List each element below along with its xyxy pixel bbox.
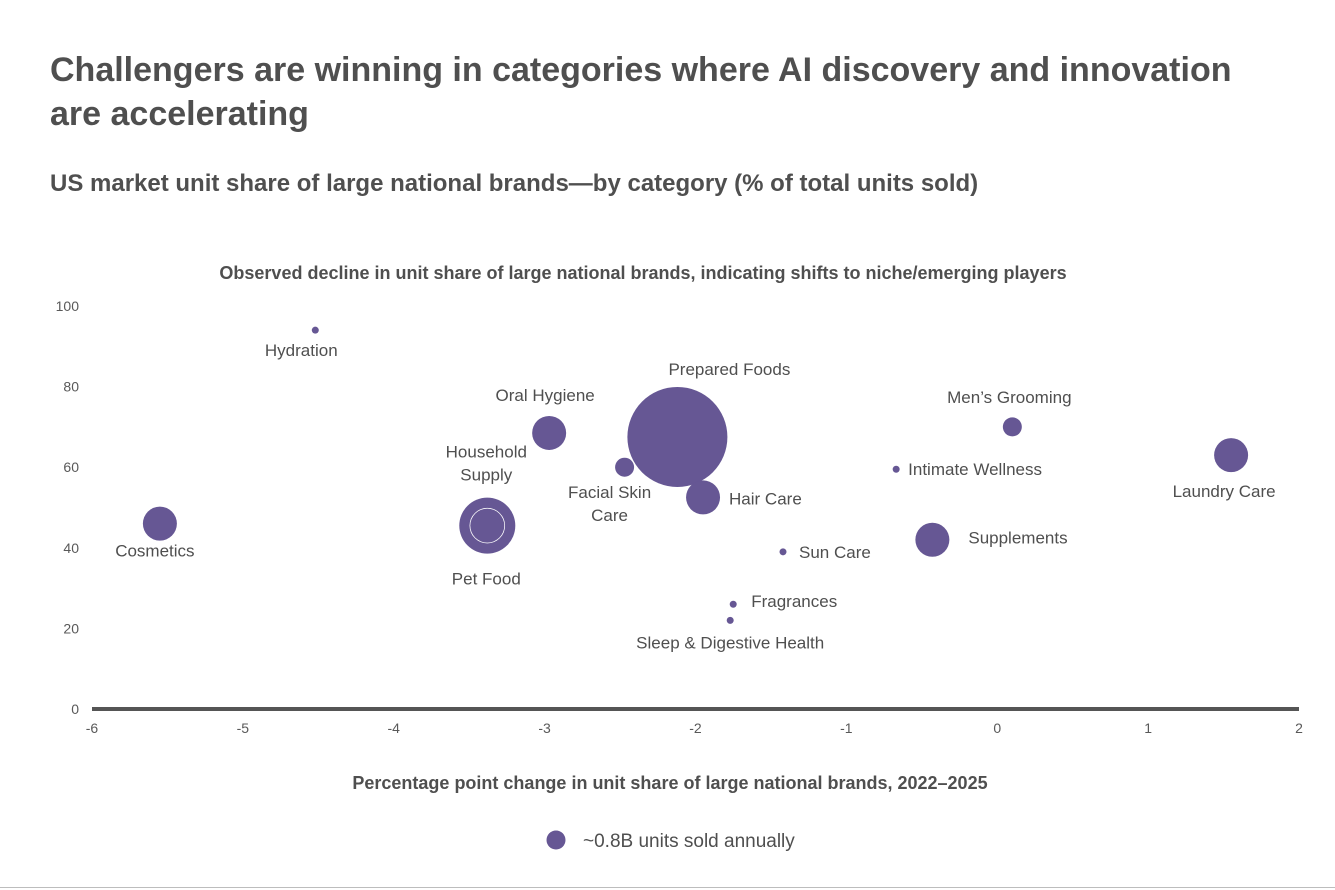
x-tick-label: 1 <box>1144 720 1152 736</box>
bubble-hair-care <box>686 480 721 515</box>
y-tick-label: 40 <box>63 540 79 556</box>
bubble-pet-food <box>470 508 505 543</box>
x-tick-label: -2 <box>689 720 702 736</box>
bubble-facial-skin-care <box>615 457 635 477</box>
bubble-fragrances <box>729 600 737 608</box>
bubble-supplements <box>915 522 950 557</box>
x-tick-label: 2 <box>1295 720 1303 736</box>
x-axis-label: Percentage point change in unit share of… <box>352 773 987 793</box>
bubble-sun-care <box>779 548 787 556</box>
bubble-label-oral-hygiene: Oral Hygiene <box>496 386 595 405</box>
legend-bubble-icon <box>546 830 566 850</box>
bubble-label-hair-care: Hair Care <box>729 489 802 508</box>
bubble-label-sleep-digestive-health: Sleep & Digestive Health <box>636 633 824 652</box>
chart-title: Observed decline in unit share of large … <box>219 263 1066 283</box>
bubble-prepared-foods <box>627 386 728 487</box>
x-tick-label: -3 <box>538 720 551 736</box>
page-title: Challengers are winning in categories wh… <box>50 51 1232 133</box>
legend-label: ~0.8B units sold annually <box>583 831 795 852</box>
bubble-label-men-s-grooming: Men’s Grooming <box>947 388 1071 407</box>
bottom-divider <box>0 887 1335 888</box>
bubble-intimate-wellness <box>892 465 900 473</box>
bubble-label-supplements: Supplements <box>968 529 1067 548</box>
bubble-men-s-grooming <box>1002 417 1022 437</box>
bubble-label-laundry-care: Laundry Care <box>1173 482 1276 501</box>
bubble-hydration <box>311 326 319 334</box>
x-tick-label: 0 <box>993 720 1001 736</box>
x-tick-label: -6 <box>86 720 99 736</box>
bubble-label-fragrances: Fragrances <box>751 592 837 611</box>
bubble-label-prepared-foods: Prepared Foods <box>668 360 790 379</box>
y-tick-label: 100 <box>56 298 80 314</box>
y-tick-label: 20 <box>63 620 79 636</box>
y-tick-label: 0 <box>71 701 79 717</box>
bubble-label-intimate-wellness: Intimate Wellness <box>908 460 1042 479</box>
bubble-label-pet-food: Pet Food <box>452 570 521 589</box>
y-tick-label: 60 <box>63 459 79 475</box>
y-tick-label: 80 <box>63 379 79 395</box>
bubble-oral-hygiene <box>532 415 567 450</box>
bubble-sleep-digestive-health <box>726 616 734 624</box>
bubble-label-cosmetics: Cosmetics <box>115 542 194 561</box>
x-tick-label: -1 <box>840 720 853 736</box>
bubble-label-sun-care: Sun Care <box>799 543 871 562</box>
x-tick-label: -4 <box>388 720 401 736</box>
bubble-cosmetics <box>142 506 177 541</box>
bubble-label-household-supply: Household Supply <box>446 443 527 485</box>
page-subtitle: US market unit share of large national b… <box>50 170 979 197</box>
bubble-label-hydration: Hydration <box>265 341 338 360</box>
bubble-label-facial-skin-care: Facial Skin Care <box>568 483 651 525</box>
bubble-laundry-care <box>1214 438 1249 473</box>
x-tick-label: -5 <box>237 720 250 736</box>
